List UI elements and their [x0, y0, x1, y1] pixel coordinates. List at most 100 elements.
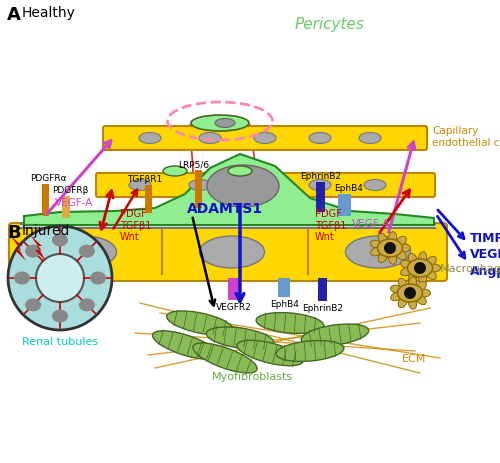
FancyBboxPatch shape [96, 174, 435, 198]
Circle shape [414, 263, 426, 275]
Ellipse shape [408, 277, 416, 290]
Text: VEGF-A: VEGF-A [352, 219, 390, 229]
Ellipse shape [237, 341, 303, 366]
Polygon shape [10, 236, 26, 262]
Ellipse shape [52, 237, 116, 269]
Text: B: B [7, 224, 20, 242]
Ellipse shape [276, 341, 344, 362]
Circle shape [384, 243, 396, 255]
Ellipse shape [206, 327, 274, 349]
Ellipse shape [90, 272, 106, 285]
Ellipse shape [425, 269, 436, 280]
Circle shape [404, 288, 416, 300]
Ellipse shape [378, 251, 388, 263]
Bar [228, 278, 240, 300]
Ellipse shape [152, 331, 218, 359]
Polygon shape [24, 155, 434, 225]
Text: EphrinB2: EphrinB2 [300, 172, 341, 181]
Ellipse shape [139, 133, 161, 144]
Circle shape [36, 255, 84, 302]
Ellipse shape [254, 133, 276, 144]
Ellipse shape [189, 180, 211, 191]
Ellipse shape [364, 180, 386, 191]
Ellipse shape [395, 250, 406, 260]
Ellipse shape [79, 299, 95, 312]
Ellipse shape [359, 133, 381, 144]
Bar [42, 185, 49, 217]
Ellipse shape [415, 282, 426, 292]
Ellipse shape [408, 297, 416, 310]
Ellipse shape [398, 296, 408, 308]
Ellipse shape [428, 264, 440, 272]
Ellipse shape [215, 119, 235, 128]
Ellipse shape [129, 180, 151, 191]
Ellipse shape [378, 234, 388, 246]
Ellipse shape [346, 237, 410, 269]
Text: TGFβR1: TGFβR1 [127, 175, 162, 184]
Ellipse shape [309, 133, 331, 144]
Bar [316, 182, 325, 213]
Text: ADAMTS1: ADAMTS1 [187, 201, 263, 216]
Text: Injured: Injured [22, 224, 70, 238]
Circle shape [8, 226, 112, 330]
Text: Renal tubules: Renal tubules [22, 336, 98, 346]
Text: VEGF-A: VEGF-A [470, 248, 500, 261]
Ellipse shape [378, 239, 402, 257]
Ellipse shape [398, 284, 422, 302]
Ellipse shape [249, 180, 271, 191]
FancyBboxPatch shape [9, 224, 447, 282]
Ellipse shape [370, 241, 383, 250]
Ellipse shape [52, 234, 68, 247]
Ellipse shape [418, 272, 426, 285]
Ellipse shape [388, 252, 396, 265]
Text: EphB4: EphB4 [270, 300, 299, 308]
Ellipse shape [25, 299, 41, 312]
Ellipse shape [398, 244, 410, 252]
Ellipse shape [408, 259, 432, 277]
Bar [20, 223, 436, 230]
Ellipse shape [207, 166, 279, 207]
Ellipse shape [200, 237, 264, 269]
Text: PDGF
TGFβ1
Wnt: PDGF TGFβ1 Wnt [120, 208, 152, 242]
Bar [338, 194, 351, 217]
Text: Myofibroblasts: Myofibroblasts [212, 371, 292, 381]
Text: Capillary
endothelial cells: Capillary endothelial cells [432, 126, 500, 148]
Ellipse shape [415, 294, 426, 305]
Ellipse shape [418, 289, 430, 297]
Ellipse shape [390, 286, 403, 294]
Ellipse shape [79, 245, 95, 258]
Ellipse shape [400, 268, 413, 276]
Text: VEGF-A: VEGF-A [55, 198, 93, 207]
Ellipse shape [309, 180, 331, 191]
Bar [62, 197, 70, 219]
Bar [195, 171, 202, 208]
Text: EphrinB2: EphrinB2 [302, 303, 343, 313]
Ellipse shape [25, 245, 41, 258]
Ellipse shape [228, 167, 252, 176]
Text: ECM: ECM [402, 353, 426, 363]
Text: A: A [7, 6, 21, 24]
Text: TIMP3: TIMP3 [470, 232, 500, 245]
Text: EphB4: EphB4 [334, 184, 363, 193]
Ellipse shape [398, 279, 408, 291]
Bar [20, 225, 436, 227]
Ellipse shape [418, 252, 426, 265]
Ellipse shape [193, 343, 257, 373]
Ellipse shape [400, 261, 413, 269]
Ellipse shape [390, 293, 403, 301]
Text: PDGFRα: PDGFRα [30, 174, 66, 182]
Bar [278, 278, 290, 297]
Text: PDGF
TGFβ1
Wnt: PDGF TGFβ1 Wnt [315, 208, 346, 242]
Text: Macrophages: Macrophages [440, 263, 500, 274]
Text: Pericytes: Pericytes [295, 17, 365, 32]
FancyBboxPatch shape [103, 127, 427, 150]
Ellipse shape [408, 271, 418, 283]
Bar [318, 278, 327, 301]
Ellipse shape [425, 257, 436, 267]
Text: Angpt1: Angpt1 [470, 264, 500, 277]
Text: Healthy: Healthy [22, 6, 76, 20]
Ellipse shape [408, 254, 418, 266]
Ellipse shape [256, 313, 324, 334]
Ellipse shape [388, 232, 396, 245]
Text: VEGFR2: VEGFR2 [216, 302, 252, 311]
